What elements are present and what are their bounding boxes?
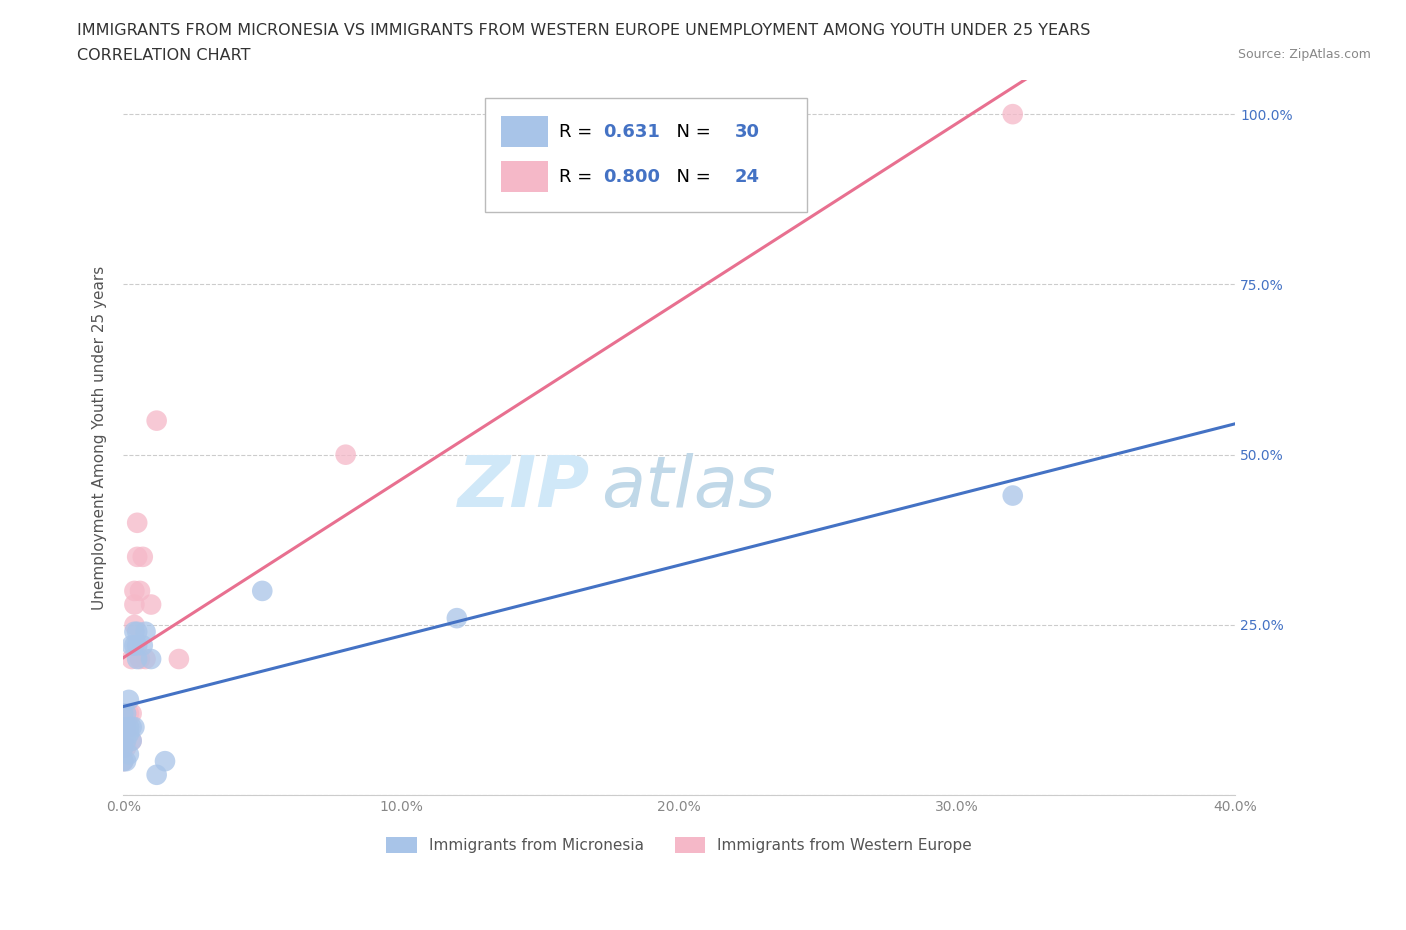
Point [115,753,138,768]
Point [115,720,138,735]
Text: 24: 24 [735,167,759,186]
Point [121,638,143,653]
Legend: Immigrants from Micronesia, Immigrants from Western Europe: Immigrants from Micronesia, Immigrants f… [380,830,979,859]
FancyBboxPatch shape [485,98,807,212]
Point [112,706,135,721]
Point [127,515,149,530]
Point [112,753,135,768]
Point [1001,107,1024,122]
Point [118,720,141,735]
Point [115,740,138,755]
Point [135,652,157,667]
Text: IMMIGRANTS FROM MICRONESIA VS IMMIGRANTS FROM WESTERN EUROPE UNEMPLOYMENT AMONG : IMMIGRANTS FROM MICRONESIA VS IMMIGRANTS… [77,23,1091,38]
Point [145,413,167,428]
Point [121,733,143,748]
Point [139,597,162,612]
Text: ZIP: ZIP [458,453,591,523]
Point [124,638,146,653]
Point [252,583,274,598]
Point [167,652,190,667]
Point [112,740,135,755]
Point [124,624,146,639]
Text: 0.800: 0.800 [603,167,661,186]
Point [121,706,143,721]
Point [127,638,149,653]
FancyBboxPatch shape [502,116,548,147]
Point [118,747,141,762]
Text: R =: R = [560,167,598,186]
Point [112,733,135,748]
Point [124,597,146,612]
Text: 0.631: 0.631 [603,123,661,140]
Point [135,624,157,639]
Text: atlas: atlas [602,453,776,523]
Point [115,733,138,748]
Text: R =: R = [560,123,598,140]
Point [127,550,149,565]
Point [1001,488,1024,503]
FancyBboxPatch shape [502,161,548,193]
Point [153,753,176,768]
Point [335,447,357,462]
Text: Source: ZipAtlas.com: Source: ZipAtlas.com [1237,48,1371,61]
Point [121,733,143,748]
Text: CORRELATION CHART: CORRELATION CHART [77,48,250,63]
Text: 30: 30 [735,123,759,140]
Point [115,706,138,721]
Point [124,720,146,735]
Point [112,720,135,735]
Point [145,767,167,782]
Point [446,611,468,626]
Point [139,652,162,667]
Point [118,720,141,735]
Point [121,720,143,735]
Point [112,720,135,735]
Point [132,638,155,653]
Point [118,726,141,741]
Point [132,550,155,565]
Point [129,583,152,598]
Point [118,706,141,721]
Point [127,652,149,667]
Point [127,624,149,639]
Y-axis label: Unemployment Among Youth under 25 years: Unemployment Among Youth under 25 years [93,266,107,610]
Point [124,583,146,598]
Point [112,753,135,768]
Point [121,652,143,667]
Point [118,693,141,708]
Text: N =: N = [665,123,716,140]
Point [115,720,138,735]
Point [112,740,135,755]
Point [129,652,152,667]
Text: N =: N = [665,167,716,186]
Point [124,618,146,632]
